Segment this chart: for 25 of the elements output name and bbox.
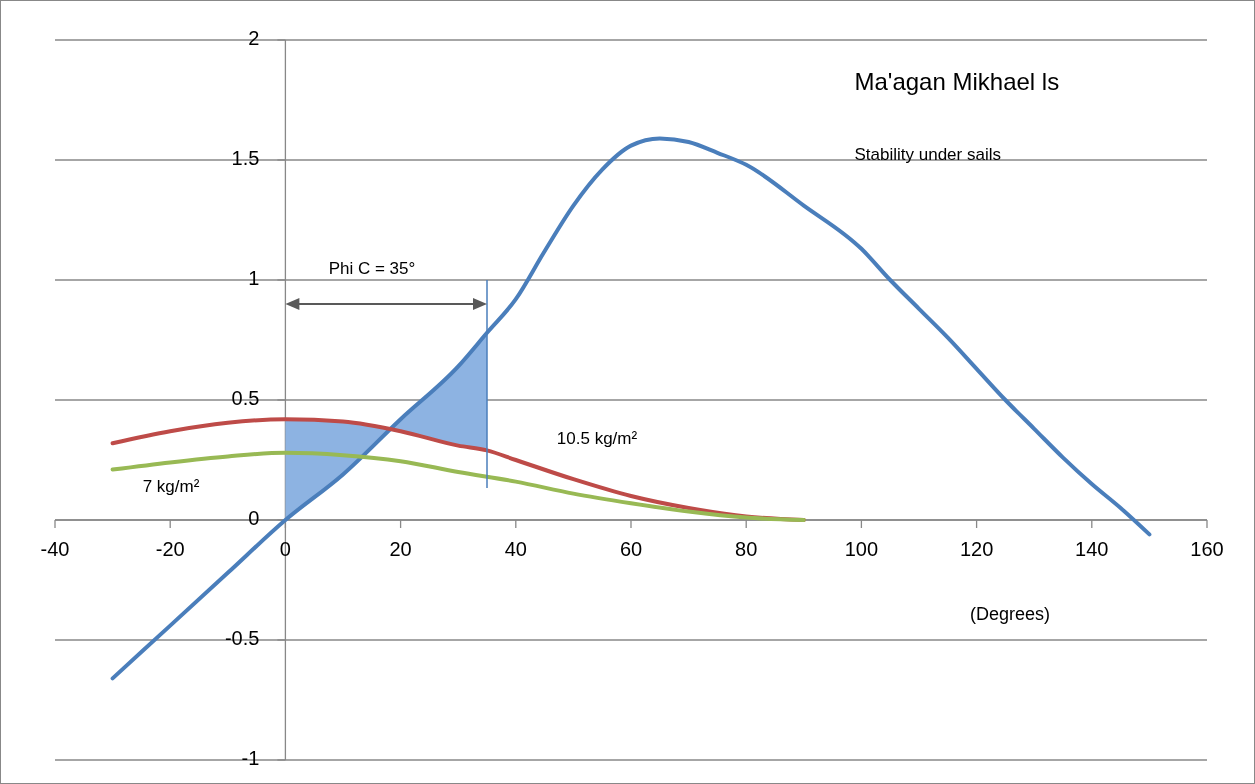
x-tick-label: 0 [279,538,291,560]
x-axis-title: (Degrees) [969,604,1051,624]
y-tick-label: 0 [248,507,260,530]
text: Ma'agan Mikhael ls [854,68,1060,95]
x-tick-label: 40 [504,538,527,560]
x-tick-label: 100 [844,538,879,560]
x-tick-label: 120 [959,538,994,560]
y-tick-label: -1 [241,747,260,770]
x-tick-label: 60 [619,538,643,560]
line-series [110,136,1152,681]
x-tick-label: -20 [155,538,185,560]
annotation: 7 kg/m² [142,477,200,497]
x-tick-label: 80 [735,538,758,560]
annotation: Phi C = 35° [328,259,416,279]
y-tick-label: 2 [248,27,260,50]
y-tick-label: 1.5 [231,147,260,170]
x-tick-label: 20 [389,538,412,560]
y-tick-label: 0.5 [231,387,260,410]
y-tick-label: -0.5 [224,627,260,650]
x-tick-label: 160 [1190,538,1224,560]
x-tick-label: -40 [40,538,70,560]
y-tick-label: 1 [248,267,260,290]
x-tick-label: 140 [1075,538,1109,560]
annotation: 10.5 kg/m² [556,429,638,449]
text: Stability under sails [854,145,1001,164]
